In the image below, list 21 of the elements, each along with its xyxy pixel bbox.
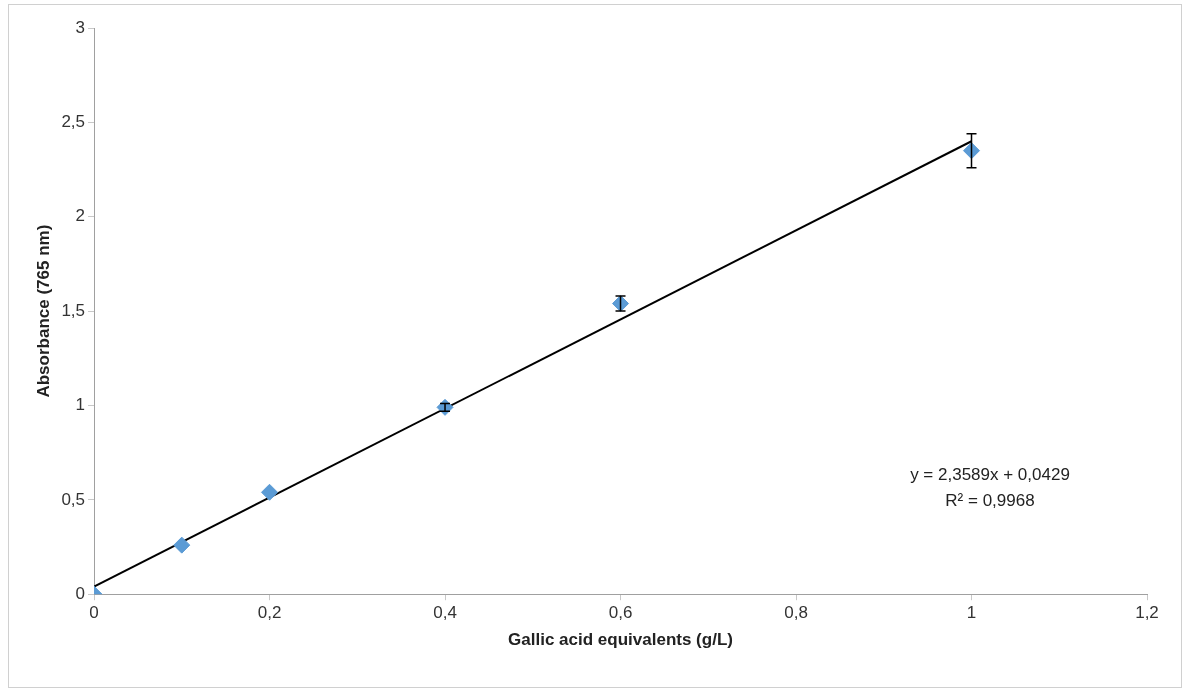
y-tick-label: 2,5	[61, 112, 86, 132]
x-tick-label: 1	[966, 603, 977, 623]
annotation: R² = 0,9968	[944, 490, 1036, 512]
y-tick-label: 0	[75, 583, 86, 603]
annotation: y = 2,3589x + 0,0429	[909, 464, 1071, 486]
x-tick-label: 0,2	[257, 603, 282, 623]
x-tick-label: 1,2	[1135, 603, 1159, 623]
y-tick-label: 0,5	[61, 489, 86, 509]
y-tick-label: 3	[75, 17, 86, 37]
x-tick-label: 0,4	[433, 603, 457, 623]
x-tick-label: 0,8	[784, 603, 808, 623]
point	[173, 536, 191, 554]
y-tick-label: 1	[75, 395, 86, 415]
y-tick-label: 2	[75, 206, 86, 226]
x-axis-title: Gallic acid equivalents (g/L)	[508, 630, 733, 650]
point	[436, 398, 454, 416]
point	[261, 483, 279, 501]
y-axis-title: Absorbance (765 nm)	[33, 224, 53, 398]
x-tick-label: 0,6	[608, 603, 633, 623]
x-tick-label: 0	[89, 603, 99, 623]
y-tick-label: 1,5	[61, 300, 86, 320]
